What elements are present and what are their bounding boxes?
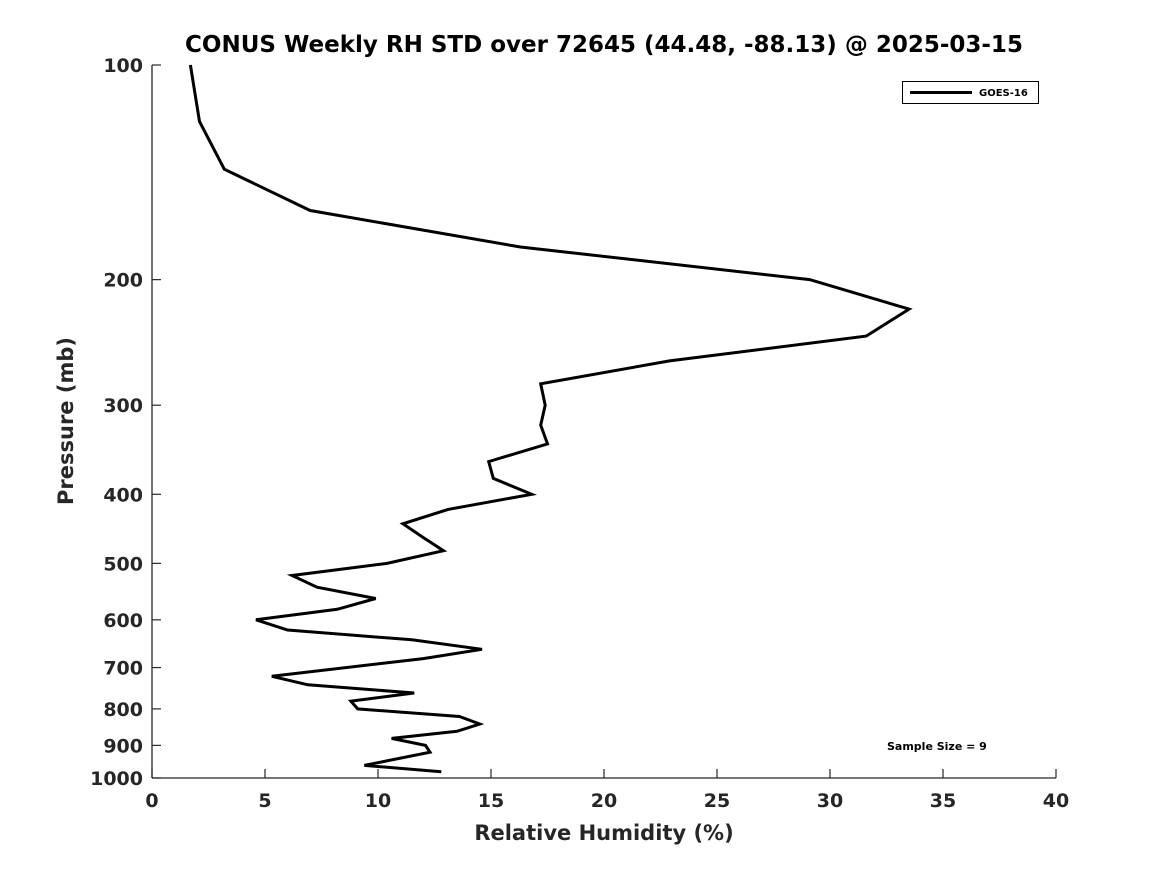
- x-axis-label: Relative Humidity (%): [474, 821, 733, 845]
- y-axis-label: Pressure (mb): [54, 337, 78, 505]
- x-tick-label: 25: [704, 790, 730, 812]
- y-tick-label: 400: [103, 484, 143, 506]
- x-tick-label: 40: [1043, 790, 1069, 812]
- y-tick-label: 500: [103, 553, 143, 575]
- y-tick-label: 200: [103, 270, 143, 292]
- y-tick-label: 100: [103, 55, 143, 77]
- y-tick-label: 300: [103, 395, 143, 417]
- y-tick-label: 800: [103, 699, 143, 721]
- x-tick-label: 35: [930, 790, 956, 812]
- x-tick-label: 15: [478, 790, 504, 812]
- axes: 0 5 10 15 20 25 30 35 40 100 200 300 400 500 600 700 800…: [90, 55, 1069, 812]
- x-tick-label: 30: [817, 790, 843, 812]
- y-tick-label: 900: [103, 735, 143, 757]
- series-line-goes-16: [188, 64, 913, 774]
- y-tick-label: 700: [103, 658, 143, 680]
- x-tick-label: 20: [591, 790, 617, 812]
- x-tick-label: 0: [145, 790, 158, 812]
- y-tick-label: 1000: [90, 768, 143, 790]
- legend: GOES-16: [902, 81, 1039, 104]
- sample-size-annotation: Sample Size = 9: [887, 740, 987, 753]
- x-tick-label: 10: [365, 790, 391, 812]
- legend-label-goes-16: GOES-16: [979, 88, 1028, 99]
- y-tick-label: 600: [103, 610, 143, 632]
- series-layer: [188, 64, 913, 774]
- x-tick-label: 5: [258, 790, 271, 812]
- chart-title: CONUS Weekly RH STD over 72645 (44.48, -…: [185, 32, 1023, 58]
